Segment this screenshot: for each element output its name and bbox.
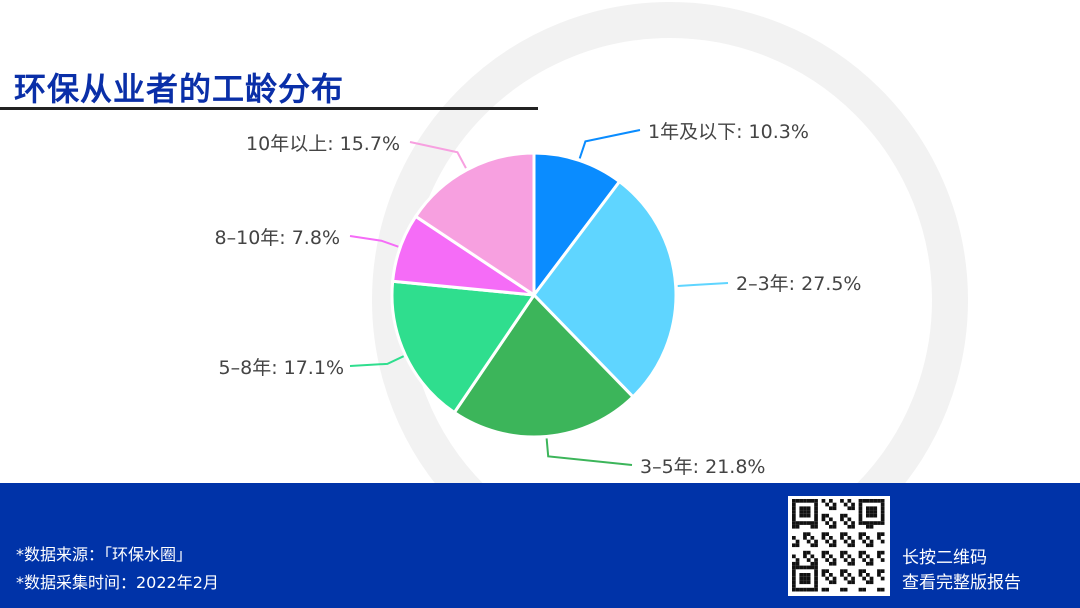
qr-caption-2: 查看完整版报告 (902, 573, 1021, 593)
data-time: *数据采集时间：2022年2月 (16, 573, 219, 592)
data-source: *数据来源：「环保水圈」 (16, 545, 193, 564)
data-label: 5–8年: 17.1% (219, 357, 344, 379)
page-title: 环保从业者的工龄分布 (14, 70, 345, 108)
leader-line (578, 129, 641, 159)
pie-slice (532, 151, 622, 300)
data-label: 1年及以下: 10.3% (648, 121, 809, 143)
pie-slice (452, 292, 636, 439)
title-divider (0, 107, 538, 110)
data-label: 2–3年: 27.5% (736, 273, 861, 295)
leader-line (677, 282, 729, 287)
data-label: 3–5年: 21.8% (640, 456, 765, 478)
leader-line (545, 438, 633, 466)
leader-line (349, 235, 399, 248)
qr-code[interactable] (788, 496, 890, 596)
data-label: 8–10年: 7.8% (215, 227, 340, 249)
pie-slice (390, 279, 537, 415)
leader-line (349, 355, 405, 367)
qr-caption-1: 长按二维码 (902, 548, 987, 568)
leader-line (409, 141, 467, 169)
pie-slice (532, 179, 678, 399)
footer-band (0, 483, 1080, 608)
pie-chart: 1年及以下: 10.3% 2–3年: 27.5% 3–5年: 21.8% 5–8年: … (215, 121, 862, 478)
data-label: 10年以上: 15.7% (246, 133, 400, 155)
qr-pattern (792, 499, 885, 592)
pie-slice (413, 151, 536, 298)
